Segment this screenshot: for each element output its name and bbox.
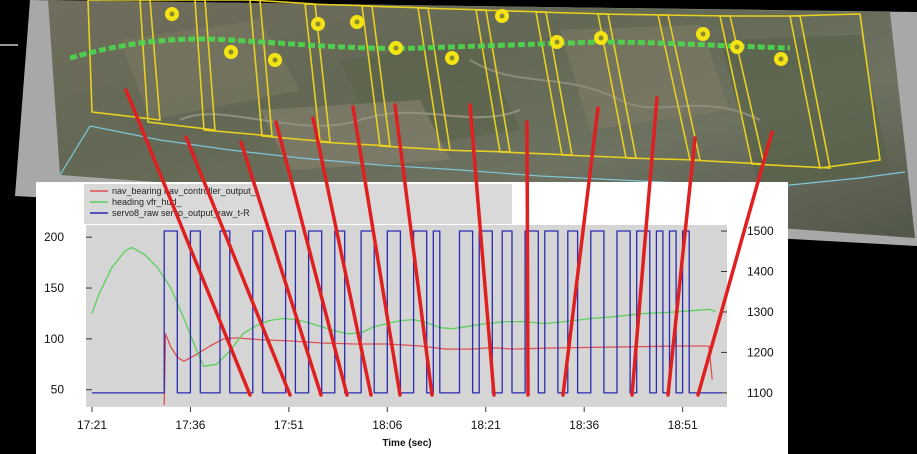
waypoints [165,7,788,67]
connector-line [630,96,659,397]
connector-line [393,103,434,397]
y-right-tick-label: 1400 [747,265,774,279]
x-tick-label: 18:51 [668,418,698,432]
connector-line [311,116,373,397]
x-tick-label: 17:36 [175,418,205,432]
waypoint-marker [311,17,325,31]
waypoint-marker [165,7,179,21]
legend-label: nav_bearing nav_controller_output_t [112,186,259,196]
flight-path [69,36,791,61]
x-tick-label: 18:21 [471,418,501,432]
connector-line [696,130,774,397]
x-tick-label: 17:21 [77,418,107,432]
connector-line [561,106,600,397]
waypoint-marker [550,35,564,49]
waypoint-marker [224,45,238,59]
connector-line [468,103,496,397]
y-left-tick-label: 50 [51,383,65,397]
legend-label: servo8_raw servo_output_raw_t-R [112,208,250,218]
y-axis-left: 50 100 150 200 [44,230,92,397]
y-right-tick-label: 1300 [747,305,774,319]
x-axis-label: Time (sec) [382,438,431,449]
series-line [91,246,716,367]
legend: nav_bearing nav_controller_output_theadi… [90,186,259,218]
waypoint-marker [445,51,459,65]
y-left-tick-label: 100 [44,332,64,346]
waypoint-marker [774,52,788,66]
series-layer [91,230,722,406]
x-axis: 17:21 17:36 17:51 18:06 18:21 18:36 18:51 [77,407,698,432]
y-right-tick-label: 1500 [747,224,774,238]
series-line [163,333,713,406]
x-tick-label: 18:36 [569,418,599,432]
waypoint-marker [350,15,364,29]
x-tick-label: 18:06 [372,418,402,432]
legend-label: heading vfr_hud_ [112,197,183,207]
connector-line [124,88,252,397]
y-left-tick-label: 150 [44,281,64,295]
waypoint-marker [268,53,282,67]
connector-line [525,120,530,397]
x-tick-label: 17:51 [274,418,304,432]
waypoint-marker [495,9,509,23]
series-line [92,230,722,394]
connector-line [666,136,697,397]
y-right-tick-label: 1200 [747,345,774,359]
waypoint-marker [389,41,403,55]
connector-line [351,105,402,397]
waypoint-marker [594,31,608,45]
connector-line [184,135,292,397]
waypoint-marker [730,40,744,54]
y-right-tick-label: 1100 [747,386,773,400]
y-axis-right: 1100 1200 1300 1400 1500 [721,224,774,400]
waypoint-marker [696,27,710,41]
y-left-tick-label: 200 [44,230,64,244]
connector-line [239,140,323,397]
connector-line [274,120,349,397]
connector-lines [124,88,774,397]
